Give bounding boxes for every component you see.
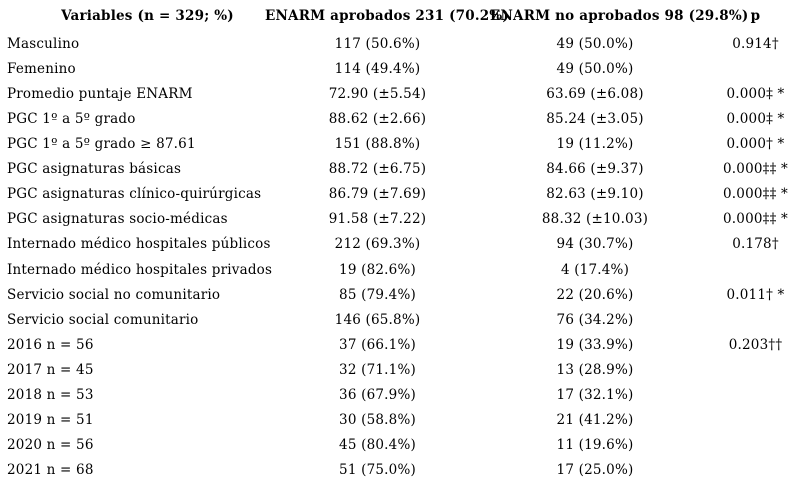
cell-no-aprobados: 82.63 (±9.10) (546, 186, 644, 203)
table-row: Servicio social comunitario 146 (65.8%) 76… (0, 307, 811, 332)
cell-variable: PGC asignaturas clínico-quirúrgicas (7, 186, 262, 203)
cell-no-aprobados: 4 (17.4%) (560, 261, 630, 278)
cell-variable: Servicio social no comunitario (7, 286, 221, 303)
cell-p (700, 357, 811, 382)
table-row: 2018 n = 53 36 (67.9%) 17 (32.1%) (0, 383, 811, 408)
cell-variable: 2021 n = 68 (7, 462, 94, 479)
table-row: PGC asignaturas básicas 88.72 (±6.75) 84.6… (0, 157, 811, 182)
cell-aprobados: 72.90 (±5.54) (328, 85, 427, 102)
cell-no-aprobados: 17 (25.0%) (556, 462, 634, 479)
cell-no-aprobados: 76 (34.2%) (556, 311, 634, 328)
cell-aprobados: 19 (82.6%) (339, 261, 416, 278)
table-row: 2017 n = 45 32 (71.1%) 13 (28.9%) (0, 357, 811, 382)
cell-no-aprobados: 63.69 (±6.08) (546, 85, 644, 102)
cell-aprobados: 117 (50.6%) (334, 35, 421, 52)
cell-no-aprobados: 85.24 (±3.05) (546, 110, 644, 127)
cell-variable: 2016 n = 56 (7, 336, 94, 353)
cell-aprobados: 36 (67.9%) (339, 387, 416, 404)
cell-variable: Internado médico hospitales privados (7, 261, 273, 278)
cell-p: 0.000‡‡ * (723, 161, 788, 178)
cell-aprobados: 32 (71.1%) (339, 361, 416, 378)
cell-variable: 2017 n = 45 (7, 361, 94, 378)
cell-aprobados: 146 (65.8%) (334, 311, 421, 328)
cell-aprobados: 88.62 (±2.66) (328, 110, 427, 127)
cell-no-aprobados: 19 (11.2%) (556, 135, 634, 152)
cell-variable: PGC 1º a 5º grado (7, 110, 136, 127)
cell-p: 0.000‡‡ * (723, 186, 788, 203)
table-row: 2016 n = 56 37 (66.1%) 19 (33.9%) 0.203†† (0, 332, 811, 357)
cell-variable: PGC asignaturas socio-médicas (7, 211, 228, 228)
table-row: Servicio social no comunitario 85 (79.4%)… (0, 282, 811, 307)
cell-aprobados: 151 (88.8%) (334, 135, 421, 152)
cell-no-aprobados: 13 (28.9%) (556, 361, 634, 378)
cell-p (700, 433, 811, 458)
cell-no-aprobados: 94 (30.7%) (556, 236, 634, 253)
cell-aprobados: 212 (69.3%) (334, 236, 421, 253)
table-row: Internado médico hospitales públicos 212 … (0, 232, 811, 257)
cell-no-aprobados: 19 (33.9%) (556, 336, 634, 353)
cell-p: 0.011† * (726, 286, 785, 303)
cell-no-aprobados: 17 (32.1%) (556, 387, 634, 404)
table-row: Masculino 117 (50.6%) 49 (50.0%) 0.914† (0, 31, 811, 56)
cell-no-aprobados: 88.32 (±10.03) (541, 211, 649, 228)
header-row: Variables (n = 329; %) ENARM aprobados 2… (0, 0, 811, 31)
cell-p (700, 383, 811, 408)
cell-p (700, 257, 811, 282)
cell-variable: Masculino (7, 35, 80, 52)
cell-variable: 2019 n = 51 (7, 412, 94, 429)
table-row: 2021 n = 68 51 (75.0%) 17 (25.0%) (0, 458, 811, 483)
table-row: PGC 1º a 5º grado ≥ 87.61 151 (88.8%) 19 (… (0, 131, 811, 156)
cell-variable: Servicio social comunitario (7, 311, 199, 328)
cell-no-aprobados: 11 (19.6%) (556, 437, 634, 454)
table-row: 2020 n = 56 45 (80.4%) 11 (19.6%) (0, 433, 811, 458)
cell-variable: Femenino (7, 60, 76, 77)
cell-aprobados: 51 (75.0%) (339, 462, 416, 479)
cell-p: 0.000‡ * (726, 110, 785, 127)
table-row: Promedio puntaje ENARM 72.90 (±5.54) 63.69… (0, 81, 811, 106)
cell-no-aprobados: 84.66 (±9.37) (546, 161, 644, 178)
cell-p: 0.000‡ * (726, 85, 785, 102)
table-row: PGC 1º a 5º grado 88.62 (±2.66) 85.24 (±3.… (0, 106, 811, 131)
table-row: Femenino 114 (49.4%) 49 (50.0%) (0, 56, 811, 81)
cell-aprobados: 85 (79.4%) (339, 286, 416, 303)
cell-variable: PGC 1º a 5º grado ≥ 87.61 (7, 135, 196, 152)
table-row: PGC asignaturas socio-médicas 91.58 (±7.2… (0, 207, 811, 232)
cell-aprobados: 45 (80.4%) (339, 437, 416, 454)
cell-aprobados: 114 (49.4%) (334, 60, 421, 77)
cell-p (700, 307, 811, 332)
cell-p: 0.178† (732, 236, 779, 253)
header-enarm-aprobados: ENARM aprobados 231 (70.2%) (265, 7, 509, 24)
cell-variable: Internado médico hospitales públicos (7, 236, 271, 253)
cell-p (700, 56, 811, 81)
cell-aprobados: 30 (58.8%) (339, 412, 416, 429)
cell-variable: PGC asignaturas básicas (7, 161, 182, 178)
cell-aprobados: 37 (66.1%) (339, 336, 416, 353)
cell-no-aprobados: 49 (50.0%) (556, 35, 634, 52)
cell-p: 0.000† * (726, 135, 785, 152)
cell-p (700, 458, 811, 483)
cell-no-aprobados: 21 (41.2%) (556, 412, 634, 429)
cell-no-aprobados: 49 (50.0%) (556, 60, 634, 77)
cell-p: 0.000‡‡ * (723, 211, 788, 228)
table-row: 2019 n = 51 30 (58.8%) 21 (41.2%) (0, 408, 811, 433)
table-row: PGC asignaturas clínico-quirúrgicas 86.79… (0, 182, 811, 207)
cell-aprobados: 88.72 (±6.75) (328, 161, 427, 178)
cell-variable: Promedio puntaje ENARM (7, 85, 193, 102)
cell-aprobados: 86.79 (±7.69) (328, 186, 427, 203)
cell-variable: 2020 n = 56 (7, 437, 94, 454)
cell-no-aprobados: 22 (20.6%) (556, 286, 634, 303)
cell-p: 0.203†† (728, 336, 783, 353)
table-body: Masculino 117 (50.6%) 49 (50.0%) 0.914† Feme… (0, 31, 811, 483)
cell-variable: 2018 n = 53 (7, 387, 94, 404)
header-p-value: p (750, 7, 761, 24)
table-row: Internado médico hospitales privados 19 (… (0, 257, 811, 282)
header-enarm-no-aprobados: ENARM no aprobados 98 (29.8%) (490, 7, 749, 24)
cell-aprobados: 91.58 (±7.22) (328, 211, 427, 228)
cell-p: 0.914† (732, 35, 779, 52)
header-variables: Variables (n = 329; %) (61, 7, 234, 24)
cell-p (700, 408, 811, 433)
